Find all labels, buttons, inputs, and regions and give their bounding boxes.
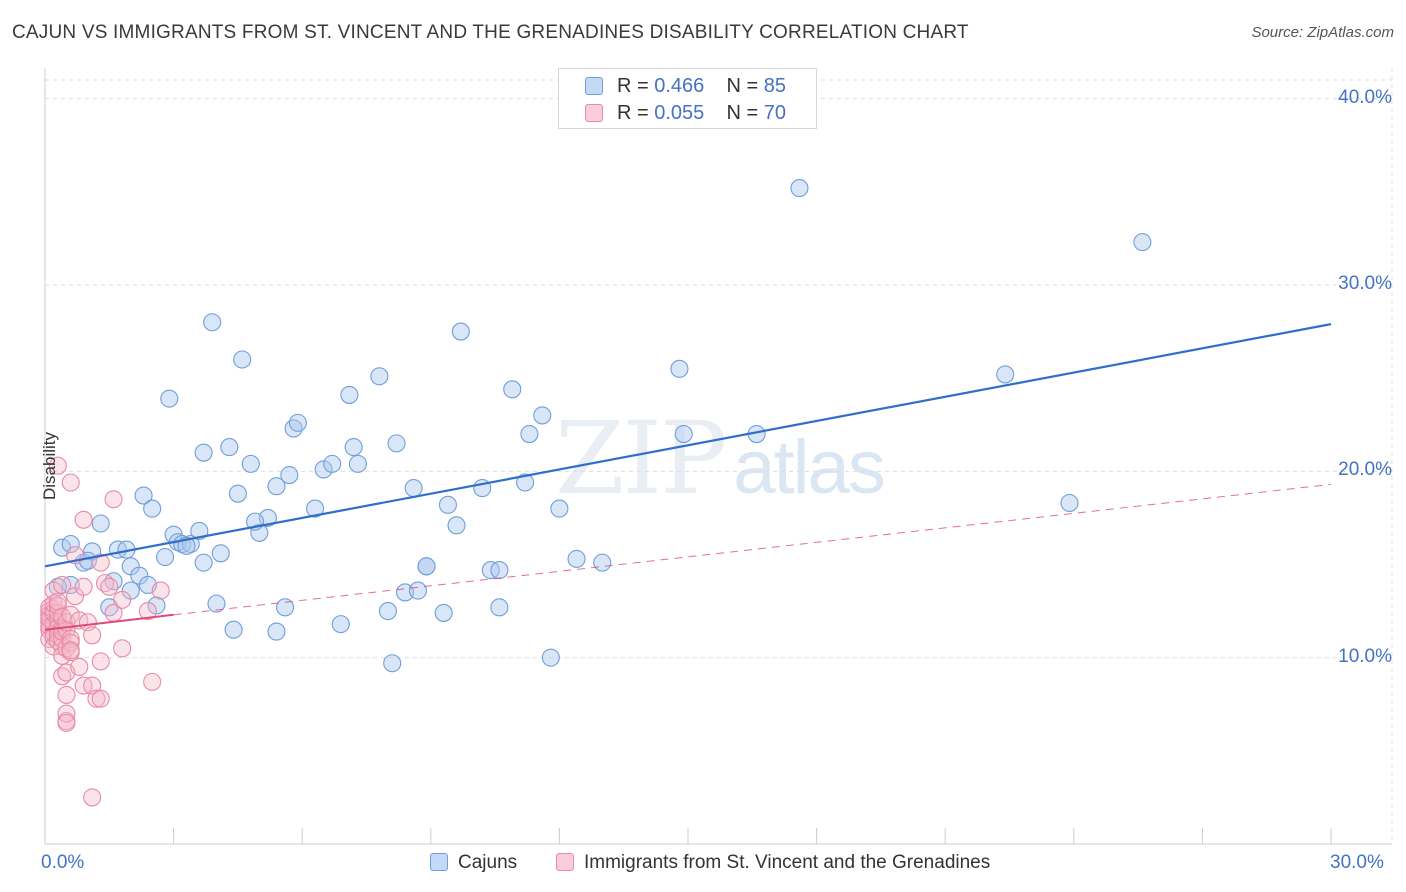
cajun-point-29 [220,438,239,457]
x-tick-label-0: 0.0% [41,852,85,873]
cajun-point-60 [447,516,466,535]
axes [44,68,1392,845]
cajun-point-30 [224,620,243,639]
legend-swatch-cajuns [585,77,603,95]
source-label: Source: ZipAtlas.com [1251,24,1394,41]
legend-swatch-svg [585,104,603,122]
svg-points [40,456,170,807]
cajun-point-44 [323,454,342,473]
cajun-point-13 [134,486,153,505]
legend-n-value-svg: 70 [763,102,787,124]
cajun-point-46 [340,385,359,404]
cajun-point-43 [314,460,333,479]
cajun-points [48,179,1152,673]
legend-row-cajuns: R = 0.466 N = 85 [585,75,786,98]
cajun-point-58 [434,603,453,622]
legend-row-svg: R = 0.055 N = 70 [585,102,786,125]
svg-trend-line-solid [44,613,174,631]
cajun-point-42 [306,499,325,518]
watermark-atlas: atlas [733,425,886,510]
cajun-point-79 [1060,493,1079,513]
cajun-point-47 [344,438,363,457]
bottom-legend-svg: Immigrants from St. Vincent and the Gren… [556,852,990,874]
cajun-point-66 [503,380,522,399]
cajun-point-37 [267,477,286,496]
legend-n-value-cajuns: 85 [763,75,787,97]
cajun-point-72 [567,549,586,568]
cajun-point-77 [790,179,809,198]
cajun-point-27 [207,594,226,613]
cajun-point-33 [241,454,260,473]
legend-r-value-cajuns: 0.466 [654,75,705,97]
cajun-point-2 [61,534,80,554]
bottom-legend-cajuns: Cajuns [430,852,517,874]
cajun-point-23 [190,521,209,540]
cajun-point-38 [276,598,295,617]
bottom-legend-label-svg: Immigrants from St. Vincent and the Gren… [584,852,991,873]
y-tick-label-3: 40.0% [1338,86,1392,108]
cajun-point-34 [250,523,269,542]
cajun-point-18 [160,389,179,408]
cajun-point-57 [417,557,436,576]
cajun-point-36 [267,622,286,641]
cajun-point-5 [91,514,110,533]
bottom-legend-swatch-svg [556,853,574,871]
y-tick-label-2: 30.0% [1338,272,1392,294]
cajun-point-74 [670,359,689,378]
chart-title: CAJUN VS IMMIGRANTS FROM ST. VINCENT AND… [12,22,969,43]
cajun-point-67 [516,473,535,492]
trend-lines [44,323,1332,631]
legend-r-label: R = [617,102,649,124]
cajun-point-80 [1133,233,1152,252]
legend-n-label: N = [726,75,759,97]
cajun-point-54 [404,479,423,498]
legend-r-value-svg: 0.055 [654,102,705,124]
cajun-point-49 [370,367,389,386]
y-tick-label-1: 20.0% [1338,459,1392,481]
cajun-point-45 [331,615,350,634]
x-tick-label-1: 30.0% [1330,852,1384,873]
legend: R = 0.466 N = 85 R = 0.055 N = 70 [558,68,817,129]
cajun-point-64 [490,561,509,580]
cajun-point-41 [288,413,307,432]
cajun-point-52 [387,434,406,453]
cajun-trend-line [44,323,1332,568]
cajun-point-69 [533,406,552,425]
cajun-point-65 [490,598,509,617]
legend-r-label: R = [617,75,649,97]
cajun-point-78 [996,365,1015,384]
cajun-point-59 [438,495,457,514]
cajun-point-28 [211,544,230,563]
cajun-point-71 [550,499,569,518]
cajun-point-75 [674,424,693,444]
watermark-zip: ZIP [555,400,727,517]
cajun-point-25 [194,553,213,572]
y-tick-label-0: 10.0% [1338,645,1392,667]
bottom-legend-label-cajuns: Cajuns [458,852,518,873]
cajun-point-70 [541,648,560,667]
cajun-point-51 [383,654,402,673]
cajun-point-50 [378,602,397,621]
cajun-point-39 [280,465,299,485]
watermark: ZIP atlas [555,400,886,517]
cajun-point-73 [593,553,612,572]
svg-trend-line-dashed [173,483,1332,616]
cajun-point-24 [194,443,213,462]
cajun-point-15 [143,499,162,518]
cajun-point-55 [408,581,427,600]
cajun-point-31 [228,484,247,503]
y-axis-label: Disability [40,431,60,501]
cajun-point-26 [203,313,222,332]
legend-n-label: N = [726,102,759,124]
cajun-point-32 [233,350,252,369]
cajun-point-16 [147,596,166,615]
bottom-legend-swatch-cajuns [430,853,448,871]
cajun-point-17 [155,547,175,567]
cajun-point-68 [520,424,539,444]
cajun-point-61 [451,322,470,341]
cajun-point-48 [348,454,367,473]
